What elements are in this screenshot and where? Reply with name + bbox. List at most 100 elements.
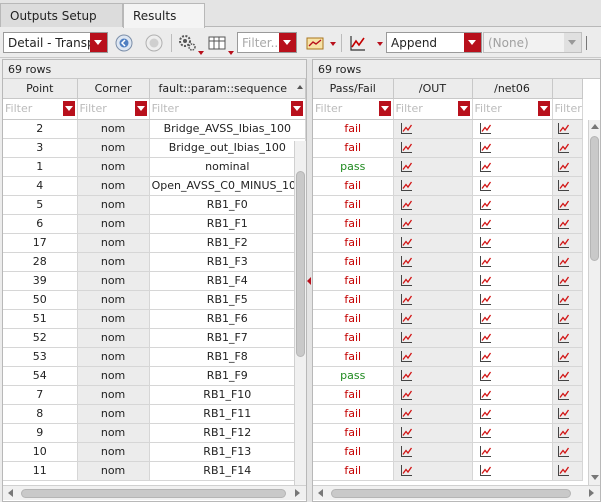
pass-fail-cell[interactable]: fail <box>313 176 394 196</box>
table-row[interactable]: 7 nom RB1_F10 <box>3 385 306 405</box>
plot-icon[interactable] <box>479 369 492 382</box>
pass-fail-cell[interactable]: fail <box>313 214 394 234</box>
column-header-point[interactable]: Point <box>3 79 78 99</box>
plot-icon[interactable] <box>557 255 570 268</box>
plot-icon[interactable] <box>557 445 570 458</box>
extra-plot-cell[interactable] <box>552 214 583 234</box>
table-row[interactable]: 4 nom Open_AVSS_C0_MINUS_100 <box>3 176 306 196</box>
corner-cell[interactable]: nom <box>77 252 150 272</box>
tab-results[interactable]: Results <box>123 3 205 28</box>
scroll-left-icon[interactable] <box>318 489 323 497</box>
corner-cell[interactable]: nom <box>77 214 150 234</box>
fault-param-cell[interactable]: RB1_F4 <box>149 271 306 291</box>
plot-icon[interactable] <box>479 274 492 287</box>
table-row[interactable]: 50 nom RB1_F5 <box>3 290 306 310</box>
net06-plot-cell[interactable] <box>472 404 553 424</box>
plot-icon[interactable] <box>400 217 413 230</box>
fault-param-cell[interactable]: RB1_F5 <box>149 290 306 310</box>
table-row[interactable]: fail <box>313 404 583 424</box>
out-plot-cell[interactable] <box>393 423 473 443</box>
out-plot-cell[interactable] <box>393 252 473 272</box>
append-mode-select[interactable]: Append <box>386 32 482 53</box>
net06-plot-cell[interactable] <box>472 461 553 481</box>
table-row[interactable]: fail <box>313 328 583 348</box>
net06-plot-cell[interactable] <box>472 195 553 215</box>
table-row[interactable]: fail <box>313 442 583 462</box>
corner-cell[interactable]: nom <box>77 138 150 158</box>
point-cell[interactable]: 11 <box>3 461 78 481</box>
plot-icon[interactable] <box>479 217 492 230</box>
left-vertical-scroll-thumb[interactable] <box>296 171 305 357</box>
plot-icon[interactable] <box>479 293 492 306</box>
point-cell[interactable]: 54 <box>3 366 78 386</box>
plot-icon[interactable] <box>400 179 413 192</box>
plot-icon[interactable] <box>400 160 413 173</box>
net06-plot-cell[interactable] <box>472 423 553 443</box>
extra-plot-cell[interactable] <box>552 309 583 329</box>
column-header-net06[interactable]: /net06 <box>472 79 553 99</box>
plot-icon[interactable] <box>557 179 570 192</box>
fault-param-cell[interactable]: RB1_F13 <box>149 442 306 462</box>
fault-param-cell[interactable]: Bridge_AVSS_Ibias_100 <box>149 119 306 139</box>
extra-plot-cell[interactable] <box>552 366 583 386</box>
table-row[interactable]: 10 nom RB1_F13 <box>3 442 306 462</box>
point-cell[interactable]: 8 <box>3 404 78 424</box>
table-row[interactable]: 28 nom RB1_F3 <box>3 252 306 272</box>
out-plot-cell[interactable] <box>393 271 473 291</box>
plot-icon[interactable] <box>400 141 413 154</box>
corner-cell[interactable]: nom <box>77 309 150 329</box>
filter-input-out[interactable]: Filter <box>393 98 471 118</box>
extra-plot-cell[interactable] <box>552 290 583 310</box>
pane-splitter[interactable] <box>307 59 312 502</box>
out-plot-cell[interactable] <box>393 233 473 253</box>
filter-input-fault-param[interactable]: Filter <box>149 98 305 118</box>
plot-icon[interactable] <box>479 426 492 439</box>
table-row[interactable]: 1 nom nominal <box>3 157 306 177</box>
fault-param-cell[interactable]: RB1_F3 <box>149 252 306 272</box>
fault-param-cell[interactable]: Bridge_out_Ibias_100 <box>149 138 306 158</box>
pass-fail-cell[interactable]: fail <box>313 423 394 443</box>
net06-plot-cell[interactable] <box>472 366 553 386</box>
point-cell[interactable]: 3 <box>3 138 78 158</box>
out-plot-cell[interactable] <box>393 328 473 348</box>
net06-plot-cell[interactable] <box>472 347 553 367</box>
table-row[interactable]: 11 nom RB1_F14 <box>3 461 306 481</box>
corner-cell[interactable]: nom <box>77 290 150 310</box>
filter-input-point[interactable]: Filter <box>3 98 77 118</box>
plot-icon[interactable] <box>400 426 413 439</box>
corner-cell[interactable]: nom <box>77 119 150 139</box>
extra-plot-cell[interactable] <box>552 138 583 158</box>
net06-plot-cell[interactable] <box>472 233 553 253</box>
pass-fail-cell[interactable]: fail <box>313 195 394 215</box>
plot-icon[interactable] <box>557 331 570 344</box>
plot-icon[interactable] <box>479 407 492 420</box>
corner-cell[interactable]: nom <box>77 366 150 386</box>
table-row[interactable]: fail <box>313 309 583 329</box>
plot-icon[interactable] <box>557 407 570 420</box>
plot-icon[interactable] <box>557 388 570 401</box>
table-row[interactable]: pass <box>313 157 583 177</box>
history-select[interactable]: (None) <box>483 32 582 53</box>
point-cell[interactable]: 28 <box>3 252 78 272</box>
extra-plot-cell[interactable] <box>552 461 583 481</box>
view-mode-select[interactable]: Detail - Transpose <box>3 32 108 53</box>
out-plot-cell[interactable] <box>393 138 473 158</box>
fault-param-cell[interactable]: RB1_F8 <box>149 347 306 367</box>
extra-plot-cell[interactable] <box>552 404 583 424</box>
net06-plot-cell[interactable] <box>472 138 553 158</box>
plot-icon[interactable] <box>479 122 492 135</box>
point-cell[interactable]: 52 <box>3 328 78 348</box>
point-cell[interactable]: 53 <box>3 347 78 367</box>
pass-fail-cell[interactable]: fail <box>313 404 394 424</box>
back-circle-icon[interactable] <box>114 33 134 53</box>
scroll-left-icon[interactable] <box>8 489 13 497</box>
plot-icon[interactable] <box>479 198 492 211</box>
net06-plot-cell[interactable] <box>472 119 553 139</box>
filter-dropdown-icon[interactable] <box>134 100 147 116</box>
extra-plot-cell[interactable] <box>552 233 583 253</box>
table-row[interactable]: fail <box>313 252 583 272</box>
plot-icon[interactable] <box>557 236 570 249</box>
plot-icon[interactable] <box>479 350 492 363</box>
net06-plot-cell[interactable] <box>472 271 553 291</box>
net06-plot-cell[interactable] <box>472 214 553 234</box>
